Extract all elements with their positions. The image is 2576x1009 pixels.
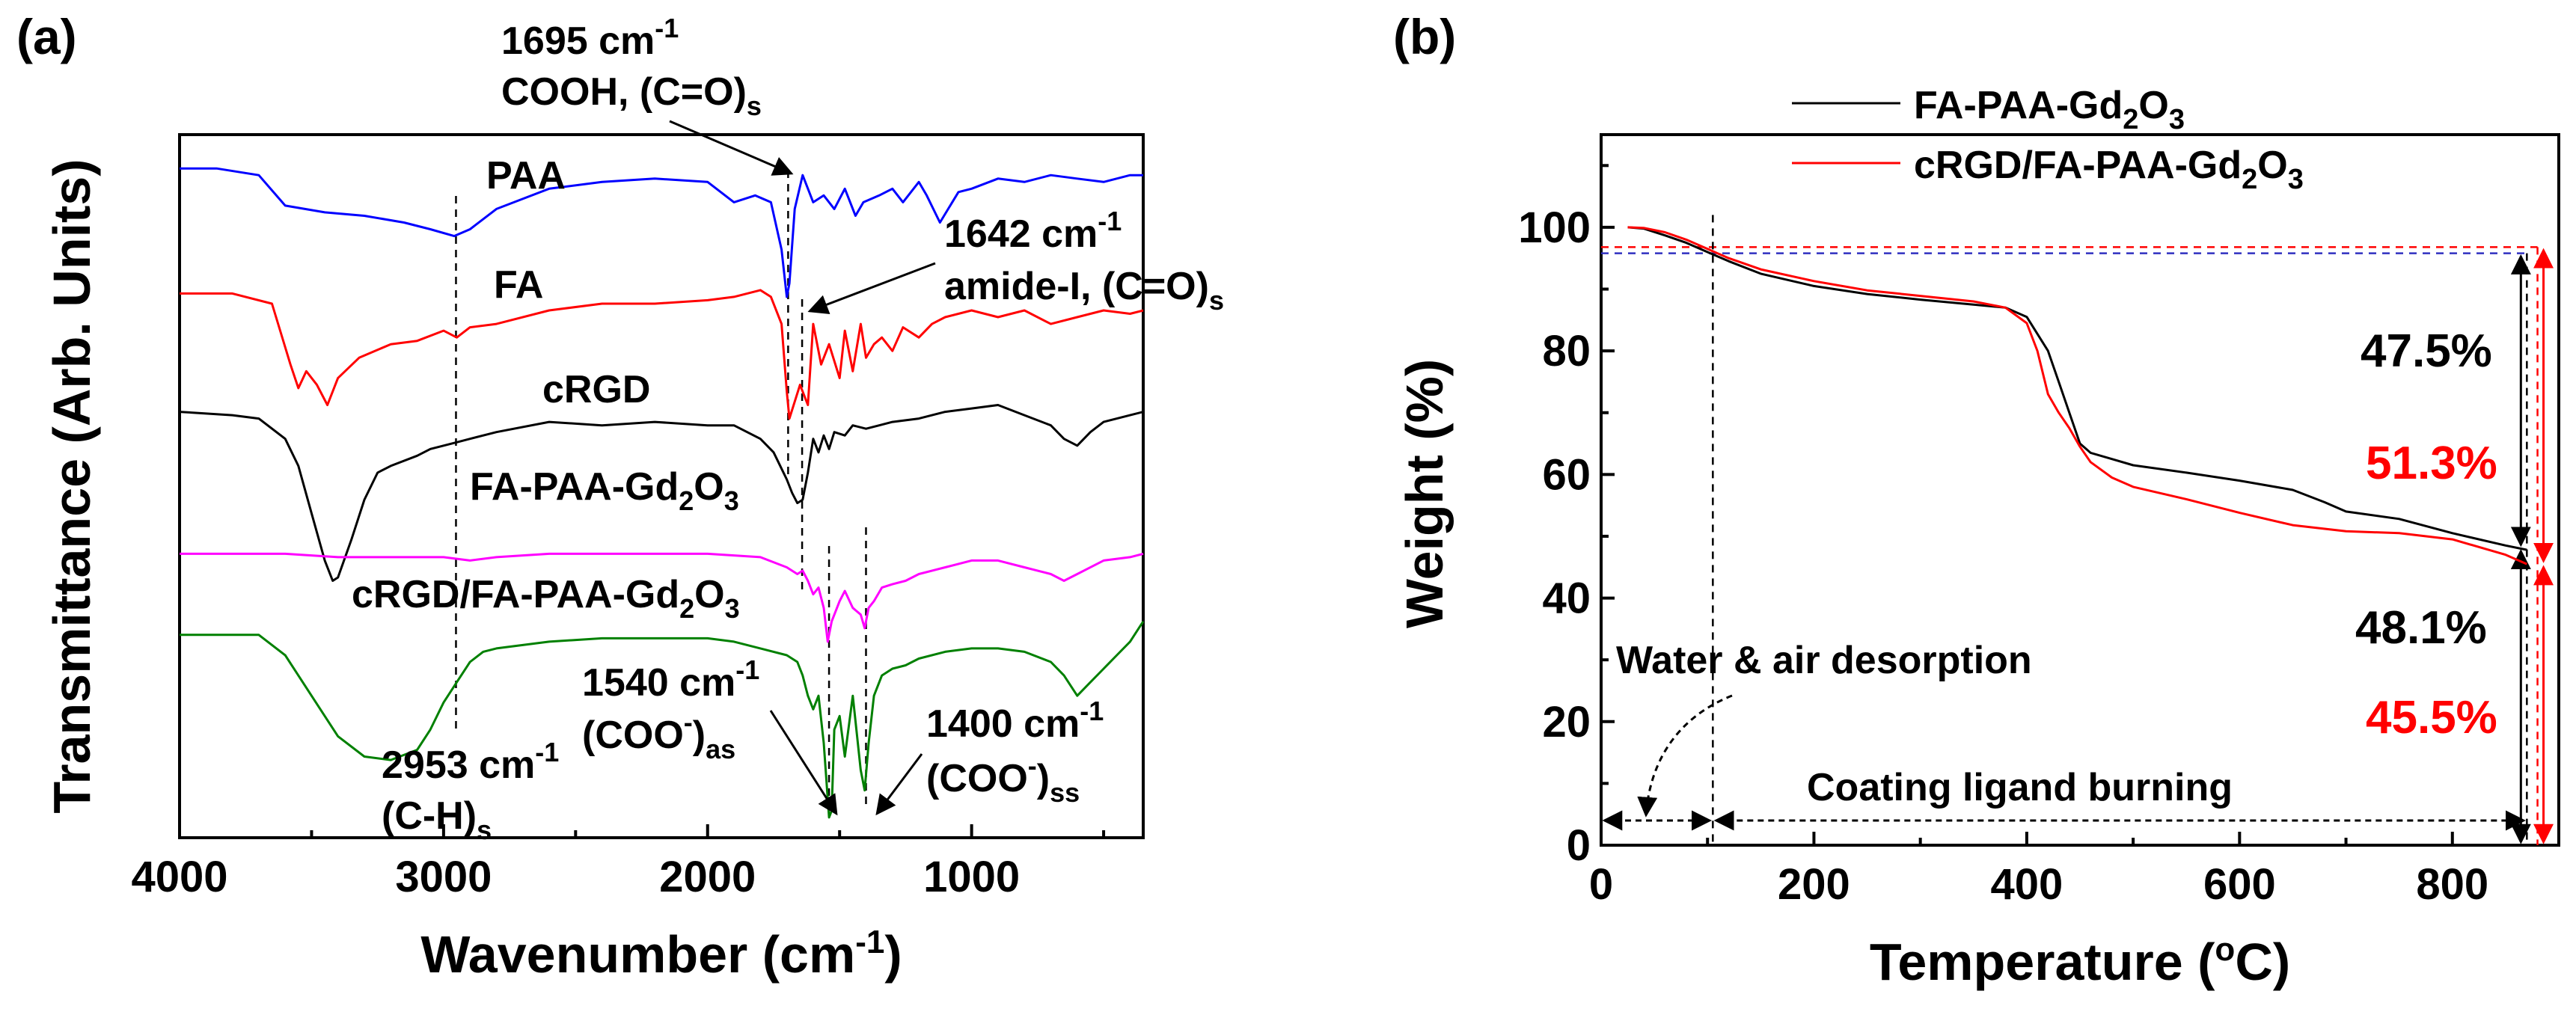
- x-tick-label: 2000: [659, 853, 756, 901]
- x-tick-label-b: 0: [1589, 860, 1613, 909]
- annotation-1695-line2: COOH, (C=O)s: [501, 70, 762, 121]
- ftir-chart: (a) 4000 3000 2000 1000 Wavenumber (cm-1) T…: [16, 9, 1224, 984]
- burning-label: Coating ligand burning: [1807, 766, 2233, 809]
- annotation-1540-line2: (COO-)as: [582, 707, 735, 764]
- legend: FA-PAA-Gd2O3 cRGD/FA-PAA-Gd2O3: [1792, 84, 2304, 195]
- loss-black-label: 47.5%: [2361, 325, 2492, 377]
- residue-black-label: 48.1%: [2355, 602, 2487, 654]
- desorption-label: Water & air desorption: [1616, 639, 2032, 682]
- arrow-1695: [669, 120, 794, 176]
- x-tick-label: 4000: [131, 853, 227, 901]
- x-tick-label-b: 800: [2416, 860, 2488, 909]
- annotation-2953-line2: (C-H)s: [382, 794, 492, 845]
- panel-label-a: (a): [16, 9, 77, 64]
- series-crgd: [179, 404, 1144, 582]
- series-group: [179, 167, 1145, 819]
- y-axis-label: Transmittance (Arb. Units): [43, 159, 101, 813]
- x-axis-b: 0 200 400 600 800: [1589, 832, 2560, 909]
- residue-red-label: 45.5%: [2366, 692, 2497, 743]
- annotation-1400-line2: (COO-)ss: [926, 750, 1080, 808]
- annotation-1540-line1: 1540 cm-1: [582, 654, 759, 705]
- x-axis-label: Wavenumber (cm-1): [420, 924, 902, 984]
- y-tick-label-b: 40: [1542, 574, 1591, 623]
- loss-red-label: 51.3%: [2366, 438, 2497, 489]
- tga-chart: (b) 0 200 400 600 800 0 20 40 60 80 100 Temperatu…: [1393, 9, 2560, 991]
- y-tick-label-b: 20: [1542, 698, 1591, 746]
- legend-label-black: FA-PAA-Gd2O3: [1914, 84, 2185, 135]
- desorption-arrow: [1637, 694, 1733, 818]
- y-tick-label-b: 100: [1518, 203, 1591, 252]
- y-tick-label-b: 60: [1542, 450, 1591, 499]
- arrow-1540: [769, 710, 838, 816]
- marker-lines: [455, 171, 867, 808]
- annotation-1400-line1: 1400 cm-1: [926, 696, 1104, 746]
- x-tick-label: 3000: [395, 853, 492, 901]
- x-tick-label-b: 400: [1990, 860, 2063, 909]
- label-paa: PAA: [486, 154, 566, 197]
- y-tick-label-b: 80: [1542, 327, 1591, 375]
- panel-label-b: (b): [1393, 9, 1456, 64]
- legend-label-red: cRGD/FA-PAA-Gd2O3: [1914, 144, 2304, 195]
- label-crgd-fa-paa-gd2o3: cRGD/FA-PAA-Gd2O3: [352, 573, 740, 624]
- x-tick-label: 1000: [923, 853, 1020, 901]
- plot-frame: [178, 133, 1145, 839]
- series-crgd-fa-paa-gd2o3: [180, 620, 1145, 819]
- x-axis: 4000 3000 2000 1000: [131, 824, 1106, 901]
- y-tick-label-b: 0: [1567, 821, 1591, 870]
- y-axis-b: 0 20 40 60 80 100: [1518, 164, 1615, 870]
- series-fa: [180, 289, 1144, 420]
- plot-frame-b: [1600, 133, 2560, 847]
- annotation-1642-line2: amide-I, (C=O)s: [944, 265, 1224, 316]
- annotation-1695-line1: 1695 cm-1: [501, 13, 679, 63]
- arrow-1642: [807, 262, 936, 314]
- tga-series-crgd-fa-paa-gd2o3: [1627, 226, 2527, 565]
- annotation-2953-line1: 2953 cm-1: [382, 737, 559, 787]
- series-group-b: [1627, 226, 2527, 565]
- series-fa-paa-gd2o3: [180, 552, 1144, 643]
- label-fa: FA: [494, 263, 543, 307]
- tga-series-fa-paa-gd2o3: [1627, 226, 2527, 551]
- annotation-1642-line1: 1642 cm-1: [944, 206, 1122, 256]
- label-fa-paa-gd2o3: FA-PAA-Gd2O3: [470, 465, 739, 516]
- y-axis-label-b: Weight (%): [1395, 359, 1454, 628]
- reference-lines: [1601, 215, 2554, 845]
- series-paa: [180, 167, 1143, 298]
- label-crgd: cRGD: [542, 368, 650, 411]
- x-tick-label-b: 200: [1778, 860, 1850, 909]
- x-tick-label-b: 600: [2203, 860, 2276, 909]
- arrow-1400: [875, 753, 923, 816]
- x-axis-label-b: Temperature (oC): [1870, 931, 2290, 991]
